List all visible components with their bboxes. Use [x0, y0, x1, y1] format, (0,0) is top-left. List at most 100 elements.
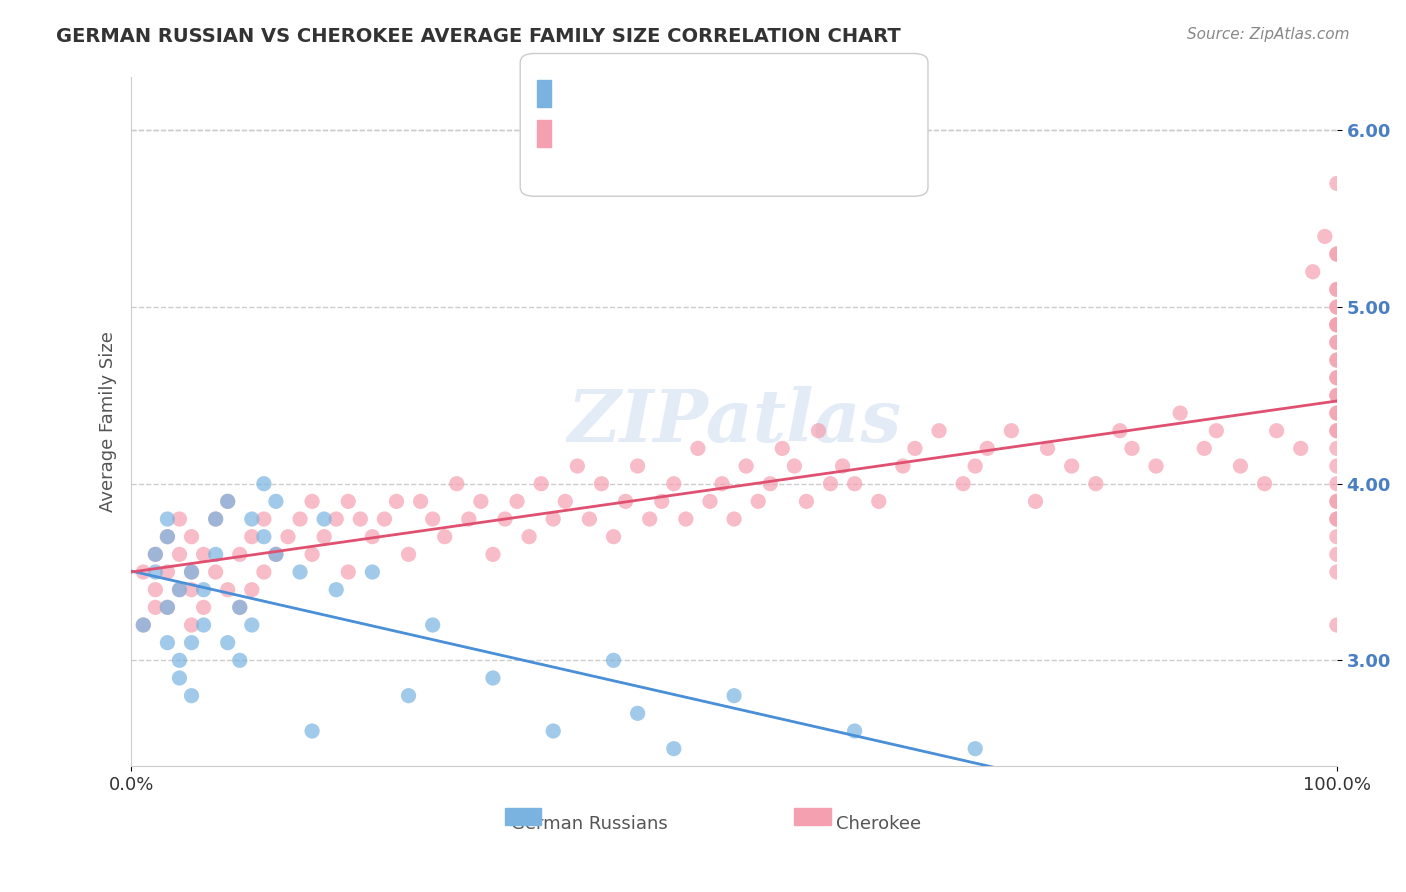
Point: [602, 653, 624, 667]
Point: [662, 741, 685, 756]
Point: [1194, 442, 1216, 456]
Point: [422, 618, 444, 632]
Text: 135: 135: [785, 124, 825, 144]
Point: [204, 512, 226, 526]
Point: [1036, 442, 1059, 456]
Point: [1326, 494, 1348, 508]
Point: [1326, 512, 1348, 526]
Point: [1313, 229, 1336, 244]
Point: [132, 618, 155, 632]
Point: [578, 512, 600, 526]
Point: [1326, 406, 1348, 420]
Text: GERMAN RUSSIAN VS CHEROKEE AVERAGE FAMILY SIZE CORRELATION CHART: GERMAN RUSSIAN VS CHEROKEE AVERAGE FAMIL…: [56, 27, 901, 45]
Point: [602, 530, 624, 544]
Point: [169, 547, 191, 561]
Point: [204, 547, 226, 561]
Point: [747, 494, 769, 508]
Point: [554, 494, 576, 508]
Point: [422, 512, 444, 526]
Point: [627, 706, 650, 721]
Point: [229, 547, 252, 561]
Point: [229, 653, 252, 667]
Point: [301, 547, 323, 561]
Point: [1326, 300, 1348, 314]
Point: [277, 530, 299, 544]
Point: [132, 618, 155, 632]
Point: [1205, 424, 1227, 438]
Point: [1326, 300, 1348, 314]
Point: [1144, 458, 1167, 473]
Text: R =: R =: [555, 124, 598, 144]
Point: [180, 635, 202, 649]
Point: [240, 530, 263, 544]
Point: [627, 458, 650, 473]
Point: [217, 494, 239, 508]
Point: [1326, 318, 1348, 332]
Point: [651, 494, 673, 508]
Point: [180, 565, 202, 579]
Point: [253, 565, 276, 579]
Text: N =: N =: [731, 84, 775, 103]
Point: [1168, 406, 1191, 420]
Point: [385, 494, 408, 508]
Point: [482, 547, 505, 561]
Point: [169, 582, 191, 597]
Point: [1326, 476, 1348, 491]
Point: [1265, 424, 1288, 438]
Point: [180, 530, 202, 544]
Point: [976, 442, 998, 456]
Point: [288, 512, 311, 526]
Point: [662, 476, 685, 491]
Point: [591, 476, 613, 491]
Text: N =: N =: [731, 124, 775, 144]
Point: [156, 512, 179, 526]
Point: [1326, 618, 1348, 632]
Point: [180, 582, 202, 597]
Text: -0.153: -0.153: [626, 84, 695, 103]
Point: [1326, 247, 1348, 261]
Point: [143, 547, 166, 561]
Point: [240, 582, 263, 597]
Point: [229, 600, 252, 615]
Point: [132, 565, 155, 579]
Point: [770, 442, 793, 456]
Point: [723, 689, 745, 703]
Point: [169, 582, 191, 597]
Text: Source: ZipAtlas.com: Source: ZipAtlas.com: [1187, 27, 1350, 42]
Point: [1326, 530, 1348, 544]
Point: [253, 512, 276, 526]
Point: [1326, 318, 1348, 332]
Point: [1109, 424, 1132, 438]
Point: [264, 547, 287, 561]
Point: [796, 494, 818, 508]
Point: [1326, 177, 1348, 191]
Point: [169, 653, 191, 667]
Point: [965, 458, 987, 473]
Point: [1326, 388, 1348, 402]
Point: [409, 494, 432, 508]
Point: [1326, 565, 1348, 579]
Point: [638, 512, 661, 526]
Point: [253, 530, 276, 544]
Point: [807, 424, 830, 438]
Point: [433, 530, 456, 544]
Point: [952, 476, 974, 491]
Point: [506, 494, 529, 508]
Point: [699, 494, 721, 508]
Point: [1326, 353, 1348, 368]
Point: [1326, 282, 1348, 296]
Point: [169, 671, 191, 685]
Point: [193, 618, 215, 632]
Point: [1326, 406, 1348, 420]
Text: 0.430: 0.430: [626, 124, 688, 144]
Point: [1326, 458, 1348, 473]
Point: [1326, 282, 1348, 296]
Point: [180, 565, 202, 579]
Point: [844, 476, 866, 491]
Point: [240, 512, 263, 526]
Point: [229, 600, 252, 615]
Point: [446, 476, 468, 491]
Point: [482, 671, 505, 685]
Text: 42: 42: [785, 84, 811, 103]
Point: [517, 530, 540, 544]
